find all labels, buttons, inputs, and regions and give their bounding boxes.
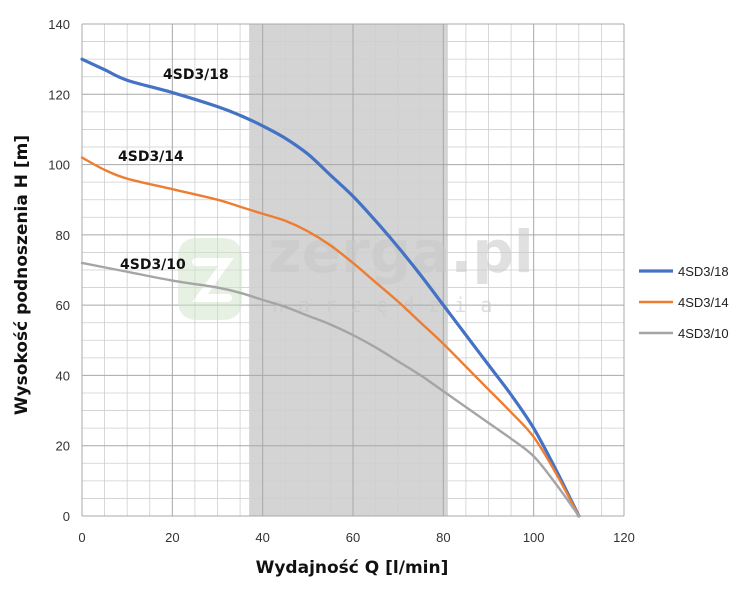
x-axis-title: Wydajność Q [l/min]	[256, 558, 449, 578]
major-gridlines	[81, 23, 625, 517]
y-axis-ticks: 0 20 40 60 80 100 120 140	[48, 17, 70, 524]
legend: 4SD3/18 4SD3/14 4SD3/10	[639, 264, 729, 341]
pump-curves	[80, 57, 581, 518]
x-tick-label: 100	[523, 530, 545, 545]
legend-label-0: 4SD3/18	[678, 264, 729, 279]
y-tick-label: 0	[63, 509, 70, 524]
series-line-4sd3-18	[80, 57, 581, 518]
y-tick-label: 40	[56, 368, 70, 383]
y-tick-label: 80	[56, 228, 70, 243]
y-tick-label: 60	[56, 298, 70, 313]
curve-label-4sd3-18: 4SD3/18	[163, 67, 229, 83]
watermark-tagline: narzędzia	[272, 293, 506, 317]
legend-label-1: 4SD3/14	[678, 295, 729, 310]
curve-label-4sd3-14: 4SD3/14	[118, 149, 184, 165]
x-tick-label: 40	[255, 530, 269, 545]
series-line-4sd3-14	[80, 156, 581, 518]
series-line-4sd3-10	[80, 261, 581, 518]
legend-label-2: 4SD3/10	[678, 326, 729, 341]
x-tick-label: 0	[78, 530, 85, 545]
y-tick-label: 100	[48, 158, 70, 173]
y-tick-label: 20	[56, 439, 70, 454]
x-axis-ticks: 0 20 40 60 80 100 120	[78, 530, 634, 545]
curve-label-4sd3-10: 4SD3/10	[120, 257, 186, 273]
x-tick-label: 120	[613, 530, 635, 545]
y-axis-title: Wysokość podnoszenia H [m]	[12, 135, 32, 415]
y-tick-label: 120	[48, 87, 70, 102]
watermark-logo-icon	[178, 238, 242, 320]
y-tick-label: 140	[48, 17, 70, 32]
x-tick-label: 60	[346, 530, 360, 545]
x-tick-label: 20	[165, 530, 179, 545]
x-tick-label: 80	[436, 530, 450, 545]
